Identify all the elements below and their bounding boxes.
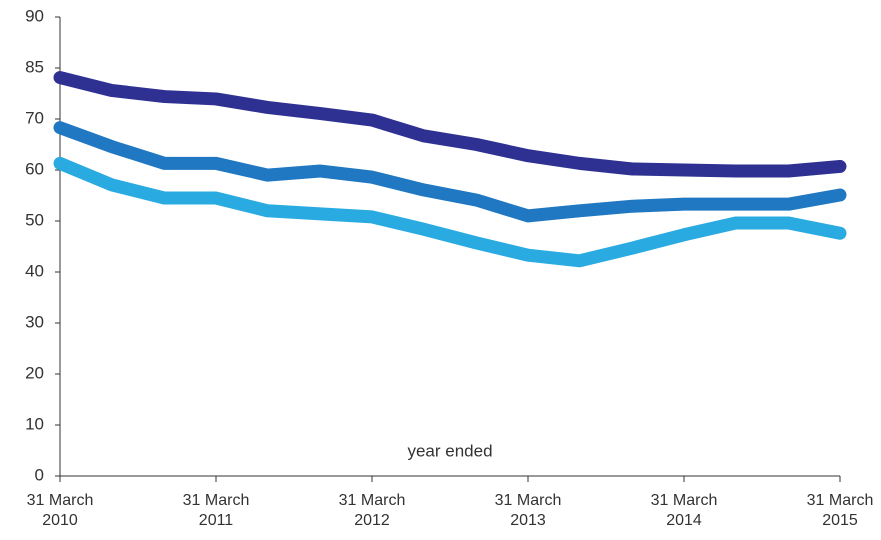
x-tick-label: 31 March 2013	[494, 492, 562, 529]
y-tick-label: 20	[25, 363, 44, 382]
x-tick-label: 31 March 2011	[182, 492, 250, 529]
series-line	[53, 156, 847, 268]
x-tick-label: 31 March 2014	[650, 492, 718, 529]
x-tick-label: 31 March 2015	[806, 492, 874, 529]
series-line	[53, 121, 847, 223]
x-tick-label: 31 March 2012	[338, 492, 406, 529]
y-tick-label: 30	[25, 312, 44, 331]
y-tick-label: 0	[35, 465, 44, 484]
y-tick-label: 60	[25, 159, 44, 178]
y-tick-label: 85	[25, 57, 44, 76]
y-tick-label: 40	[25, 261, 44, 280]
y-tick-label: 90	[25, 6, 44, 25]
annotation: year ended	[407, 441, 492, 460]
y-tick-label: 50	[25, 210, 44, 229]
y-tick-label: 10	[25, 414, 44, 433]
y-tick-label: 70	[25, 108, 44, 127]
x-tick-label: 31 March 2010	[26, 492, 94, 529]
series-line	[53, 71, 847, 178]
